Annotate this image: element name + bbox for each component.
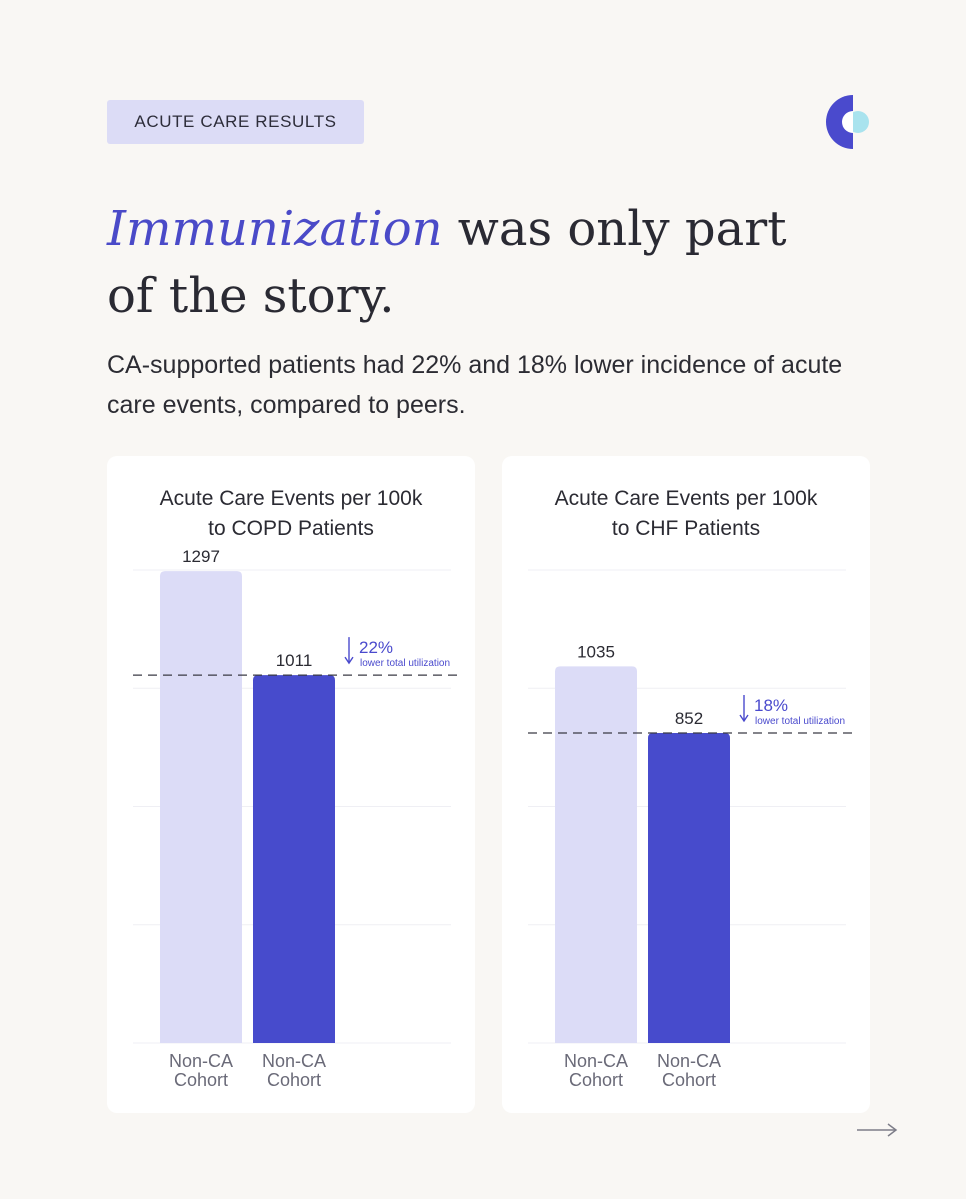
bar-chart-chf: 1035Non-CACohort852Non-CACohort18%lower … (528, 569, 857, 1090)
tick-label: Non-CA (564, 1051, 628, 1071)
bar-chart-copd: 1297Non-CACohort1011Non-CACohort22%lower… (133, 547, 462, 1090)
annotation-percent: 22% (359, 638, 393, 657)
bar (555, 666, 637, 1043)
bar (253, 675, 335, 1043)
arrow-down-icon (739, 695, 749, 723)
section-tag-label: ACUTE CARE RESULTS (134, 112, 337, 131)
tick-label: Non-CA (169, 1051, 233, 1071)
bar (648, 733, 730, 1043)
chart-title: Acute Care Events per 100k to COPD Patie… (107, 484, 475, 544)
tick-label: Non-CA (262, 1051, 326, 1071)
annotation-percent: 18% (754, 696, 788, 715)
data-label: 1297 (182, 547, 220, 566)
tick-label: Cohort (267, 1070, 321, 1090)
bar (160, 571, 242, 1043)
tick-label: Non-CA (657, 1051, 721, 1071)
chart-title-line2: to COPD Patients (208, 517, 374, 540)
tick-label: Cohort (174, 1070, 228, 1090)
logo-icon (826, 95, 869, 149)
headline-emphasis: Immunization (107, 201, 443, 257)
chart-title: Acute Care Events per 100k to CHF Patien… (502, 484, 870, 544)
arrow-down-icon (344, 637, 354, 665)
headline-line2: of the story. (107, 268, 395, 324)
chart-title-line2: to CHF Patients (611, 517, 761, 540)
data-label: 1035 (577, 642, 615, 661)
tick-label: Cohort (569, 1070, 623, 1090)
chart-card-chf: Acute Care Events per 100k to CHF Patien… (502, 456, 870, 1113)
data-label: 852 (675, 709, 703, 728)
arrow-right-icon[interactable] (856, 1120, 898, 1140)
annotation-text: lower total utilization (360, 658, 450, 669)
headline: Immunization was only part of the story. (107, 196, 867, 330)
section-tag: ACUTE CARE RESULTS (107, 100, 364, 144)
chart-card-copd: Acute Care Events per 100k to COPD Patie… (107, 456, 475, 1113)
chart-title-line1: Acute Care Events per 100k (159, 487, 423, 510)
headline-line1-rest: was only part (442, 201, 787, 257)
tick-label: Cohort (662, 1070, 716, 1090)
data-label: 1011 (276, 651, 313, 670)
annotation-text: lower total utilization (755, 716, 845, 727)
subtitle: CA-supported patients had 22% and 18% lo… (107, 351, 843, 419)
chart-title-line1: Acute Care Events per 100k (554, 487, 818, 510)
